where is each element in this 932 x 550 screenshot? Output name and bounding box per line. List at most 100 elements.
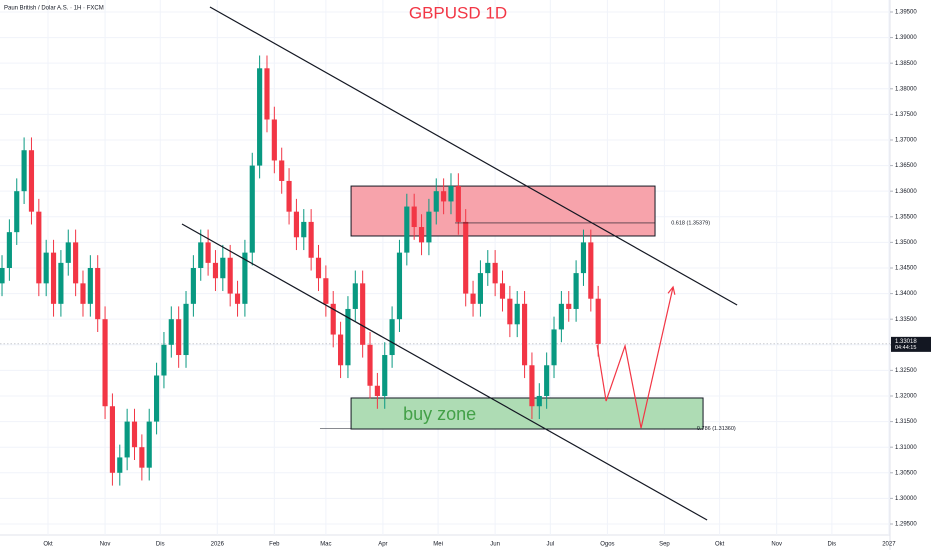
x-tick-label: Ogos xyxy=(600,542,614,548)
candle-body xyxy=(529,365,535,407)
last-price-box xyxy=(891,336,931,352)
candle-body xyxy=(551,329,557,366)
x-tick-label: Feb xyxy=(269,542,280,548)
x-tick-label: Okt xyxy=(715,542,725,548)
candle-body xyxy=(301,221,307,238)
candle-body xyxy=(382,355,388,396)
y-tick-label: 1.31500 xyxy=(895,419,917,425)
candle-body xyxy=(0,267,5,284)
trend-line xyxy=(181,223,708,521)
candle-body xyxy=(249,165,255,253)
y-tick-label: 1.38000 xyxy=(895,86,917,92)
candle-body xyxy=(14,191,20,233)
candle-body xyxy=(352,283,358,309)
candle-body xyxy=(433,191,439,212)
y-tick-label: 1.39500 xyxy=(895,10,917,16)
candle-body xyxy=(463,221,469,294)
trend-line xyxy=(209,6,738,306)
y-tick-label: 1.37500 xyxy=(895,112,917,118)
projection-arrowhead xyxy=(667,285,676,295)
x-tick-label: Apr xyxy=(378,542,387,548)
y-tick-label: 1.35000 xyxy=(895,240,917,246)
candle-body xyxy=(227,257,233,294)
candle-body xyxy=(58,262,64,304)
projection-path xyxy=(596,286,674,429)
candle-body xyxy=(536,395,542,407)
candle-body xyxy=(396,252,403,320)
candle-body xyxy=(588,242,594,299)
candle-body xyxy=(154,375,160,422)
candles xyxy=(0,55,601,486)
candle-body xyxy=(338,334,344,366)
y-tick-label: 1.38500 xyxy=(895,61,917,67)
candle-body xyxy=(117,457,123,473)
candle-body xyxy=(293,211,299,238)
candle-body xyxy=(242,252,248,304)
x-tick-label: Okt xyxy=(43,542,53,548)
candle-body xyxy=(161,344,167,376)
x-tick-label: Dis xyxy=(828,542,837,548)
candle-body xyxy=(124,421,130,458)
candle-body xyxy=(95,267,101,320)
candle-body xyxy=(492,262,498,284)
candle-body xyxy=(323,278,329,304)
axes: 1.29500 1.30000 1.30500 1.31000 1.31500 1.320… xyxy=(43,10,931,548)
x-tick-label: Jun xyxy=(490,542,500,548)
x-tick-label: Mac xyxy=(320,542,331,548)
candle-body xyxy=(286,180,292,212)
candle-body xyxy=(234,293,241,304)
candle-body xyxy=(102,319,108,407)
candle-body xyxy=(315,257,322,279)
candle-body xyxy=(271,119,277,161)
candle-body xyxy=(198,242,204,268)
candle-body xyxy=(220,257,226,279)
fib-label: 0.786 (1.31360) xyxy=(697,426,736,432)
candle-body xyxy=(499,283,506,299)
sell-zone xyxy=(350,185,656,237)
candle-body xyxy=(418,227,425,243)
candle-body xyxy=(477,273,483,304)
candle-body xyxy=(50,252,57,304)
x-tick-label: Nov xyxy=(771,542,782,548)
candle-body xyxy=(374,385,380,396)
y-tick-label: 1.30000 xyxy=(895,496,917,502)
candle-body xyxy=(330,303,336,335)
candle-body xyxy=(264,68,270,120)
last-price-label: 1.33018 xyxy=(895,339,917,345)
candle-body xyxy=(566,303,572,309)
candle-body xyxy=(21,150,27,192)
candle-body xyxy=(448,186,454,202)
candle-body xyxy=(139,447,145,468)
y-tick-label: 1.32000 xyxy=(895,394,917,400)
candle-body xyxy=(573,273,579,309)
candle-body xyxy=(580,242,587,274)
x-tick-label: 2026 xyxy=(211,542,225,548)
candle-body xyxy=(367,344,373,386)
symbol-header: Paun British / Dolar A.S. · 1H · FXCM xyxy=(4,6,104,12)
buy-zone-label: buy zone xyxy=(403,404,476,424)
x-tick-label: Jul xyxy=(547,542,555,548)
candle-body xyxy=(73,242,79,284)
candle-body xyxy=(455,186,461,222)
y-tick-label: 1.29500 xyxy=(895,522,917,528)
x-tick-label: Sep xyxy=(659,542,670,548)
y-tick-label: 1.32500 xyxy=(895,368,917,374)
candle-body xyxy=(109,406,115,473)
candle-body xyxy=(544,365,550,396)
candle-body xyxy=(36,211,42,284)
candle-body xyxy=(441,191,447,202)
candle-body xyxy=(168,319,174,345)
candle-body xyxy=(190,267,196,304)
x-tick-label: 2027 xyxy=(882,542,896,548)
candle-body xyxy=(87,267,93,304)
candle-body xyxy=(279,160,285,181)
candle-body xyxy=(183,303,189,356)
drawings-front: buy zone 0.618 (1.35379) 0.786 (1.31360) xyxy=(181,6,738,521)
candle-body xyxy=(470,293,476,304)
candle-body xyxy=(80,283,86,304)
candle-body xyxy=(212,262,219,279)
candle-body xyxy=(308,221,314,258)
candle-body xyxy=(485,262,491,274)
grid xyxy=(0,0,890,535)
